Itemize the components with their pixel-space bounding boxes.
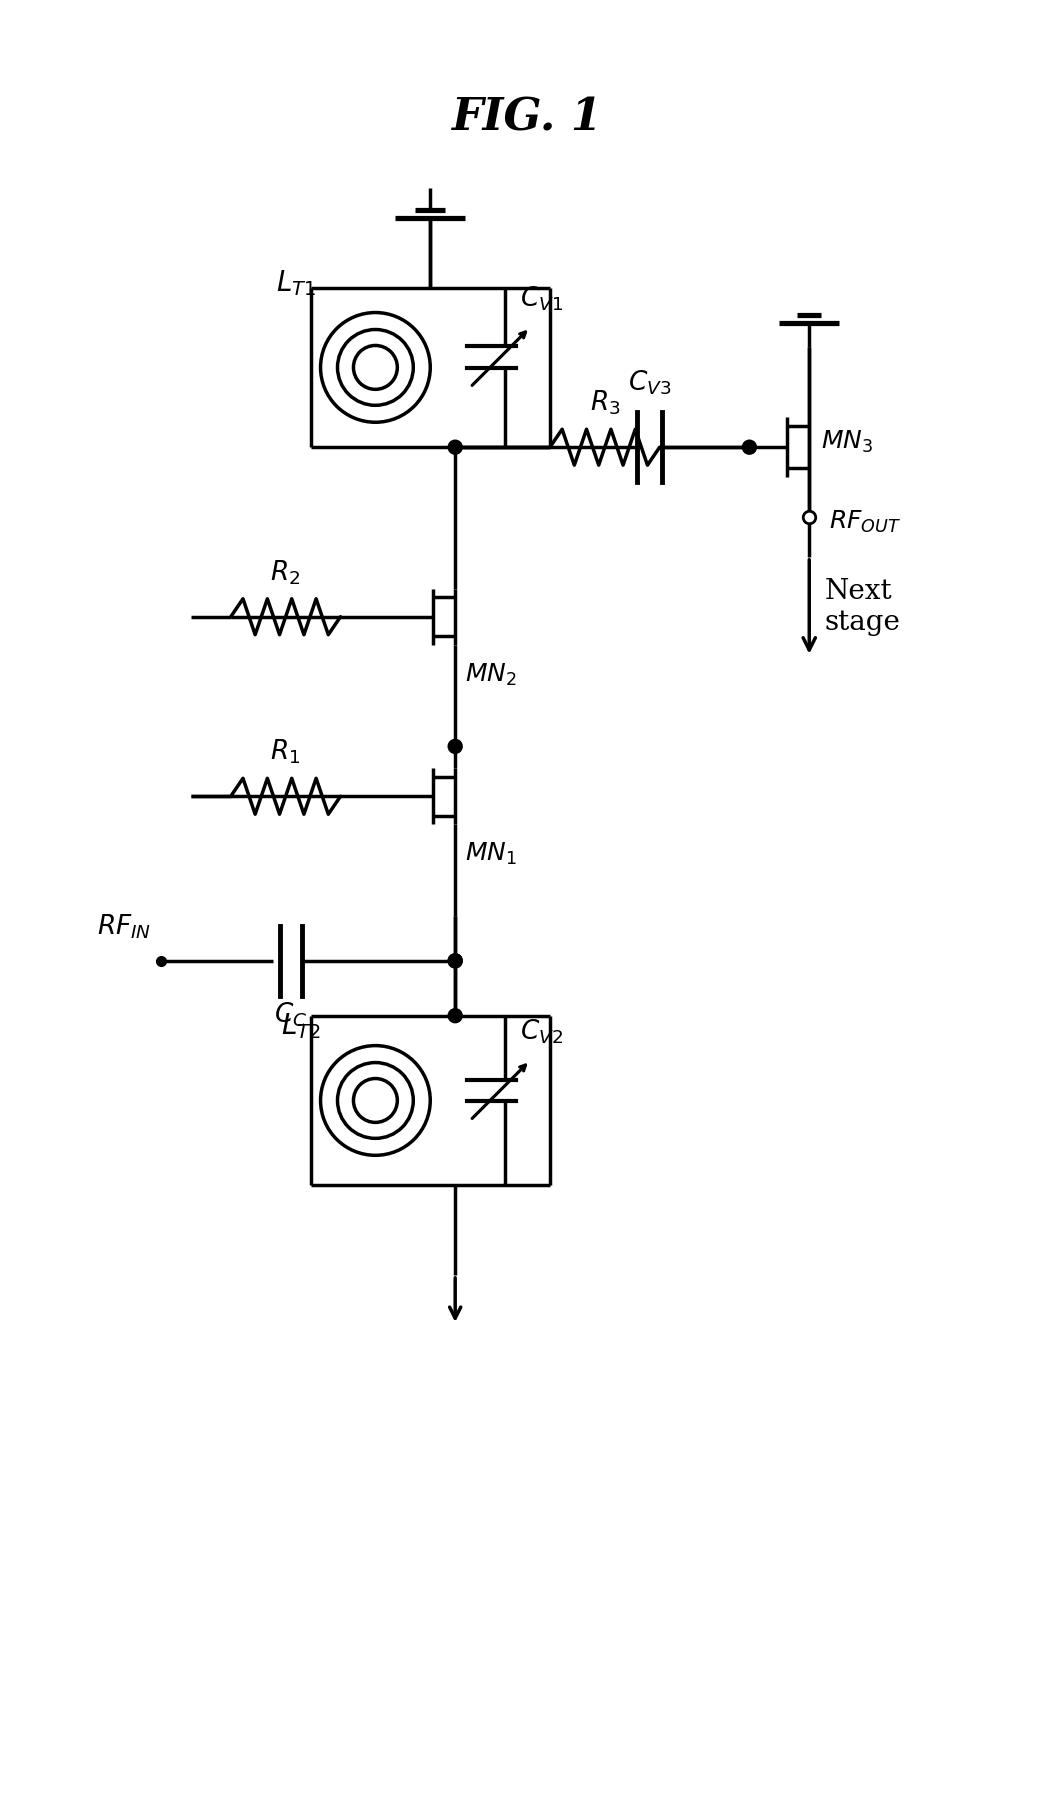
Circle shape bbox=[743, 440, 756, 454]
Text: $R_3$: $R_3$ bbox=[589, 388, 620, 417]
Text: $RF_{IN}$: $RF_{IN}$ bbox=[97, 912, 151, 941]
Text: $L_{T2}$: $L_{T2}$ bbox=[281, 1011, 321, 1040]
Circle shape bbox=[448, 954, 462, 968]
Text: $MN_2$: $MN_2$ bbox=[465, 661, 517, 688]
Text: $MN_3$: $MN_3$ bbox=[822, 429, 873, 456]
Text: $C_{V1}$: $C_{V1}$ bbox=[520, 284, 563, 313]
Text: $R_2$: $R_2$ bbox=[270, 559, 301, 587]
Text: $RF_{OUT}$: $RF_{OUT}$ bbox=[829, 508, 902, 535]
Text: Next
stage: Next stage bbox=[824, 578, 901, 636]
Text: $C_C$: $C_C$ bbox=[274, 1000, 307, 1029]
Circle shape bbox=[448, 740, 462, 753]
Text: $C_{V3}$: $C_{V3}$ bbox=[628, 368, 671, 397]
Text: $C_{V2}$: $C_{V2}$ bbox=[520, 1017, 563, 1045]
Text: $MN_1$: $MN_1$ bbox=[465, 841, 517, 867]
Circle shape bbox=[448, 1009, 462, 1022]
Text: $L_{T1}$: $L_{T1}$ bbox=[276, 268, 316, 298]
Text: $R_1$: $R_1$ bbox=[270, 738, 301, 767]
Text: FIG. 1: FIG. 1 bbox=[450, 97, 602, 140]
Circle shape bbox=[448, 954, 462, 968]
Circle shape bbox=[448, 440, 462, 454]
